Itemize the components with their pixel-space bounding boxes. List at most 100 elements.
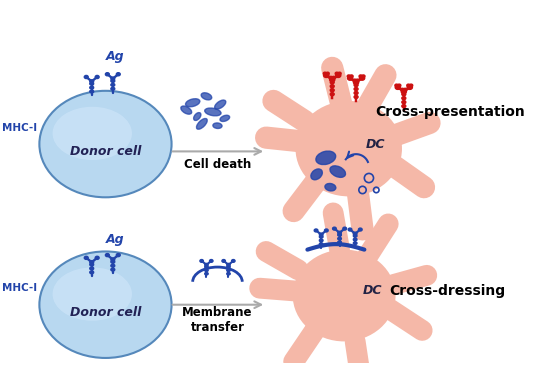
Ellipse shape — [335, 74, 341, 77]
Ellipse shape — [40, 91, 172, 197]
Ellipse shape — [402, 105, 406, 108]
Text: Ag: Ag — [105, 233, 124, 246]
Ellipse shape — [111, 88, 115, 90]
Ellipse shape — [227, 263, 230, 266]
Ellipse shape — [220, 115, 230, 121]
Ellipse shape — [105, 254, 109, 257]
Text: Membrane
transfer: Membrane transfer — [182, 306, 253, 334]
Ellipse shape — [90, 86, 94, 89]
Ellipse shape — [201, 93, 212, 100]
Ellipse shape — [95, 256, 99, 259]
Ellipse shape — [111, 83, 115, 86]
Ellipse shape — [332, 76, 335, 79]
Ellipse shape — [90, 261, 94, 264]
Ellipse shape — [330, 78, 335, 81]
Ellipse shape — [354, 80, 359, 85]
Ellipse shape — [338, 231, 341, 234]
Ellipse shape — [343, 227, 347, 230]
Text: Donor cell: Donor cell — [70, 305, 141, 319]
Ellipse shape — [401, 88, 404, 91]
Ellipse shape — [407, 85, 412, 89]
Text: Cross-presentation: Cross-presentation — [375, 105, 525, 119]
Ellipse shape — [52, 268, 132, 321]
Ellipse shape — [402, 97, 406, 100]
Ellipse shape — [295, 101, 402, 196]
Ellipse shape — [316, 151, 335, 164]
Text: Cross-dressing: Cross-dressing — [389, 284, 505, 298]
Ellipse shape — [95, 75, 99, 78]
Ellipse shape — [111, 258, 115, 261]
Text: MHC-I: MHC-I — [3, 122, 37, 133]
Ellipse shape — [90, 263, 94, 266]
Text: Cell death: Cell death — [184, 158, 251, 171]
Ellipse shape — [194, 113, 201, 121]
Ellipse shape — [401, 89, 407, 94]
Text: DC: DC — [365, 138, 385, 150]
Ellipse shape — [186, 99, 200, 107]
Ellipse shape — [348, 228, 352, 231]
Ellipse shape — [350, 75, 353, 78]
Ellipse shape — [360, 76, 365, 80]
Ellipse shape — [324, 74, 329, 77]
Ellipse shape — [111, 260, 115, 263]
Ellipse shape — [353, 238, 357, 241]
Ellipse shape — [319, 239, 323, 242]
Ellipse shape — [311, 169, 323, 180]
Ellipse shape — [232, 260, 235, 262]
Ellipse shape — [403, 88, 407, 91]
Ellipse shape — [319, 243, 323, 246]
Ellipse shape — [362, 75, 365, 78]
Ellipse shape — [205, 266, 208, 268]
Ellipse shape — [314, 229, 318, 232]
Ellipse shape — [205, 108, 221, 116]
Ellipse shape — [335, 72, 339, 75]
Ellipse shape — [359, 75, 362, 78]
Ellipse shape — [330, 93, 334, 96]
Ellipse shape — [90, 80, 94, 83]
Ellipse shape — [90, 82, 94, 85]
Ellipse shape — [407, 84, 410, 87]
Ellipse shape — [105, 73, 109, 76]
Ellipse shape — [90, 271, 94, 274]
Ellipse shape — [52, 107, 132, 160]
Ellipse shape — [353, 235, 357, 237]
Ellipse shape — [347, 75, 350, 78]
Ellipse shape — [116, 254, 120, 257]
Ellipse shape — [398, 84, 401, 87]
Ellipse shape — [353, 242, 357, 244]
Ellipse shape — [354, 83, 358, 86]
Ellipse shape — [353, 232, 357, 235]
Ellipse shape — [330, 166, 346, 177]
Ellipse shape — [356, 79, 359, 82]
Ellipse shape — [319, 233, 323, 236]
Ellipse shape — [196, 119, 207, 129]
Ellipse shape — [395, 84, 398, 87]
Ellipse shape — [330, 85, 334, 88]
Ellipse shape — [111, 268, 115, 271]
Ellipse shape — [116, 73, 120, 76]
Ellipse shape — [40, 251, 172, 358]
Ellipse shape — [326, 72, 329, 75]
Ellipse shape — [330, 89, 334, 92]
Ellipse shape — [395, 85, 401, 89]
Text: Ag: Ag — [105, 50, 124, 63]
Ellipse shape — [329, 76, 333, 79]
Ellipse shape — [354, 91, 358, 94]
Text: MHC-I: MHC-I — [3, 283, 37, 293]
Ellipse shape — [215, 100, 226, 109]
Ellipse shape — [354, 96, 358, 99]
Ellipse shape — [205, 263, 208, 266]
Ellipse shape — [85, 75, 88, 78]
Ellipse shape — [210, 260, 213, 262]
Ellipse shape — [222, 260, 225, 262]
Ellipse shape — [333, 227, 337, 230]
Ellipse shape — [200, 260, 203, 262]
Ellipse shape — [111, 264, 115, 267]
Ellipse shape — [325, 229, 328, 232]
Ellipse shape — [338, 241, 341, 244]
Text: DC: DC — [363, 284, 382, 298]
Ellipse shape — [325, 183, 336, 191]
Ellipse shape — [402, 93, 406, 96]
Ellipse shape — [90, 90, 94, 93]
Ellipse shape — [213, 123, 222, 128]
